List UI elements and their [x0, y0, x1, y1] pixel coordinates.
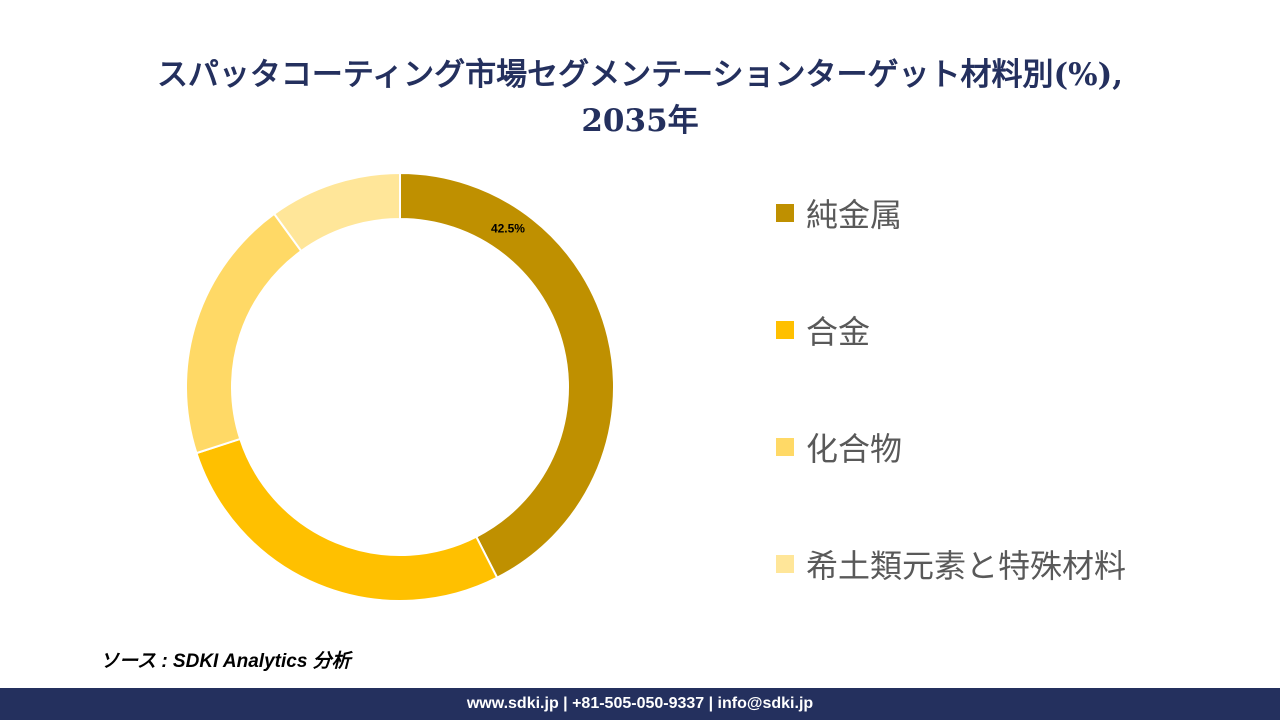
legend-swatch — [776, 438, 794, 456]
legend-item-rare-earth: 希土類元素と特殊材料 — [776, 541, 1126, 587]
donut-slice — [272, 171, 401, 253]
chart-title-line2: 2035年 — [581, 103, 699, 139]
legend-swatch — [776, 555, 794, 573]
donut-slice — [195, 437, 499, 602]
legend-swatch — [776, 204, 794, 222]
chart-title: スパッタコーティング市場セグメンテーションターゲット材料別(%), 2035年 — [40, 52, 1240, 144]
legend-swatch — [776, 321, 794, 339]
legend-label: 純金属 — [806, 196, 903, 234]
footer-bar: www.sdki.jp | +81-505-050-9337 | info@sd… — [0, 688, 1280, 720]
source-note: ソース : SDKI Analytics 分析 — [100, 651, 351, 672]
legend-label: 化合物 — [806, 430, 903, 468]
chart-title-line1: スパッタコーティング市場セグメンテーションターゲット材料別(%), — [156, 57, 1124, 93]
donut-slice — [399, 171, 615, 580]
data-label: 42.5% — [491, 222, 525, 236]
donut-slice — [185, 212, 303, 455]
legend-label: 合金 — [806, 313, 871, 351]
legend-label: 希土類元素と特殊材料 — [806, 547, 1127, 585]
legend-item-alloy: 合金 — [776, 307, 870, 353]
donut-chart: 42.5% — [185, 171, 615, 602]
legend-item-compound: 化合物 — [776, 424, 902, 470]
legend-item-pure-metal: 純金属 — [776, 190, 902, 236]
